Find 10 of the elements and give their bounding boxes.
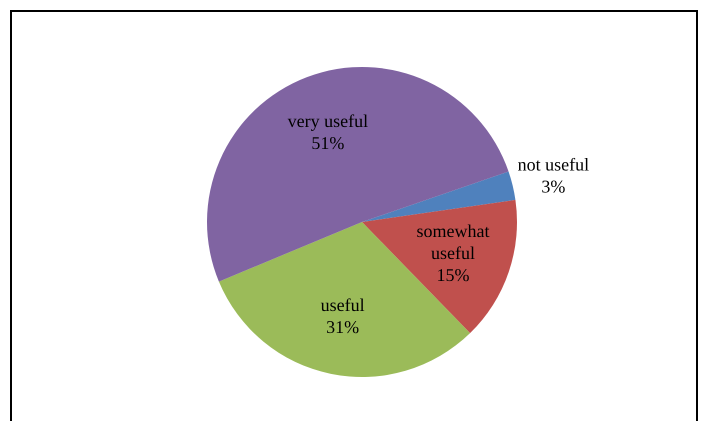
pie-slice (207, 67, 509, 282)
data-label: 51% (311, 133, 344, 154)
slice-label: somewhat useful (416, 220, 490, 263)
pie-slice (362, 172, 516, 222)
data-label: 15% (436, 264, 470, 285)
data-label: 31% (326, 317, 360, 338)
data-label: 3% (541, 176, 566, 197)
slice-label: very useful (288, 111, 368, 132)
slice-label: not useful (518, 154, 590, 175)
slice-label: useful (320, 295, 365, 316)
